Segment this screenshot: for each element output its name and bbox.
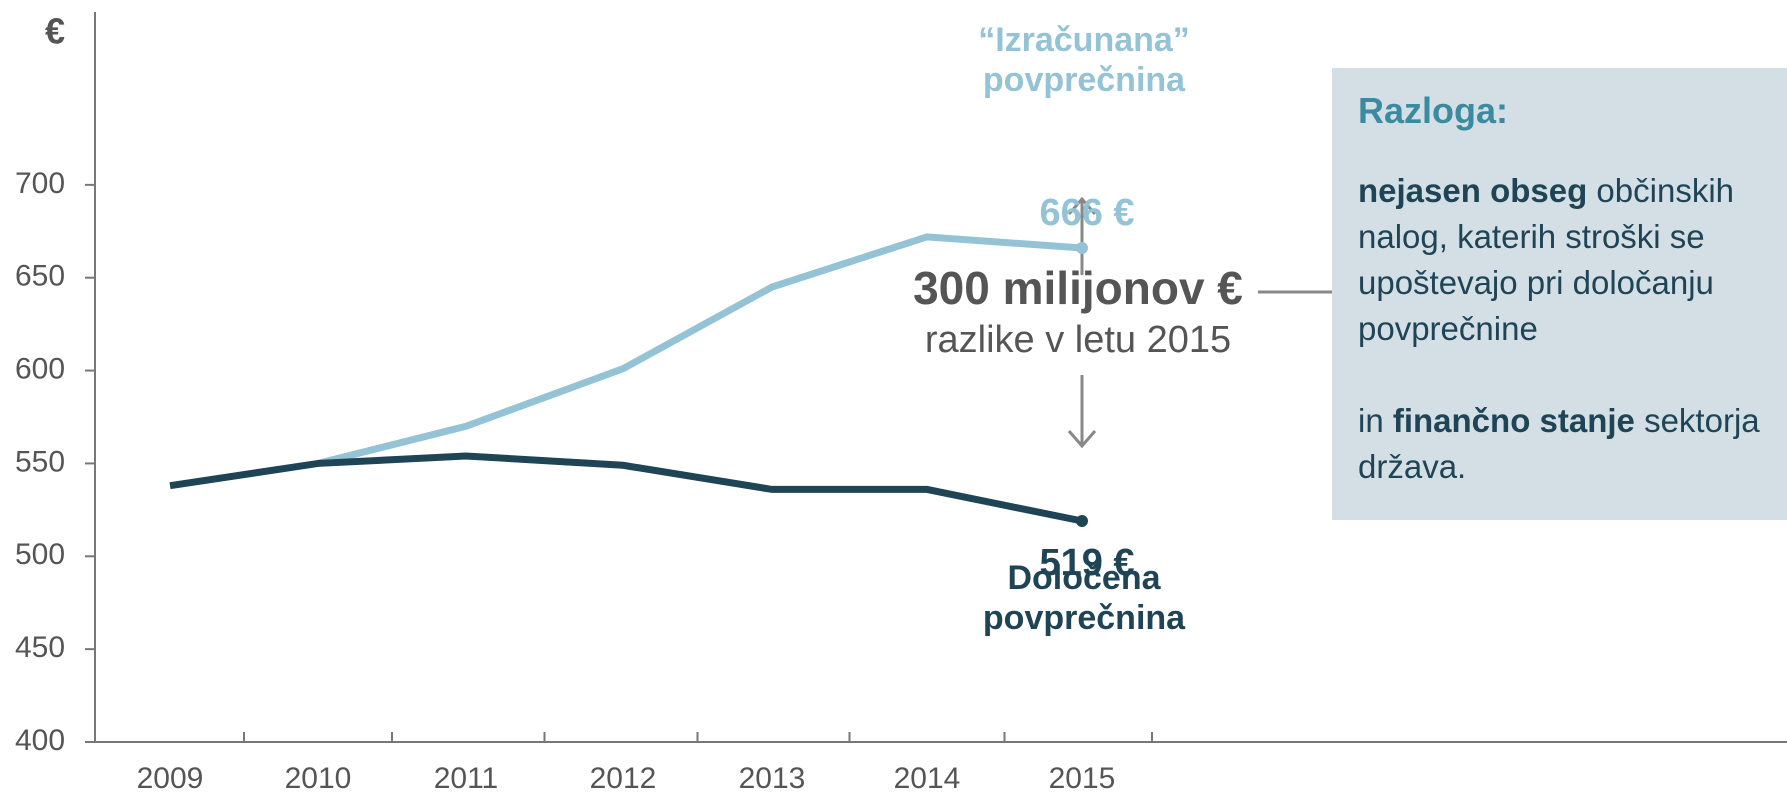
reason-text: občinskih nalog, katerih stroški se upoš… — [1358, 172, 1734, 347]
x-tick-label: 2009 — [137, 762, 204, 795]
y-tick-label: 650 — [15, 260, 65, 293]
arrow-head — [1067, 196, 1097, 215]
series-line — [317, 233, 1083, 467]
x-tick-label: 2010 — [285, 762, 352, 795]
x-tick-label: 2015 — [1049, 762, 1116, 795]
y-tick-label: 400 — [15, 724, 65, 757]
value-label: 519 € — [1039, 542, 1134, 584]
difference-value: 300 milijonov € — [913, 262, 1243, 314]
x-tick-label: 2014 — [894, 762, 961, 795]
y-tick-label: 700 — [15, 167, 65, 200]
series-label: “Izračunana” — [978, 21, 1190, 59]
series-label: Določena — [1007, 559, 1161, 597]
y-tick-label: 600 — [15, 352, 65, 385]
end-point — [1076, 515, 1088, 527]
reason-text: sektorja država. — [1358, 402, 1760, 485]
end-point — [1076, 242, 1088, 254]
y-axis-label: € — [45, 11, 65, 52]
arrow-head — [1067, 430, 1097, 449]
reason-bold: nejasen obseg — [1358, 172, 1588, 209]
series-label: povprečnina — [983, 61, 1186, 99]
series-label: povprečnina — [983, 599, 1186, 637]
y-tick-label: 450 — [15, 631, 65, 664]
y-tick-label: 550 — [15, 445, 65, 478]
reasons-box: Razloga: nejasen obseg občinskih nalog, … — [1332, 68, 1787, 520]
reason: in finančno stanje sektorja država. — [1358, 398, 1767, 490]
difference-note: razlike v letu 2015 — [925, 319, 1231, 361]
y-tick-label: 500 — [15, 538, 65, 571]
x-tick-label: 2011 — [434, 762, 499, 795]
reason-bold: finančno stanje — [1392, 402, 1635, 439]
reason: nejasen obseg občinskih nalog, katerih s… — [1358, 168, 1767, 352]
value-label: 666 € — [1039, 192, 1134, 234]
box-title: Razloga: — [1358, 90, 1509, 131]
series-line — [169, 452, 1083, 525]
x-tick-label: 2013 — [739, 762, 806, 795]
reason-text: in — [1358, 402, 1384, 439]
x-tick-label: 2012 — [590, 762, 657, 795]
